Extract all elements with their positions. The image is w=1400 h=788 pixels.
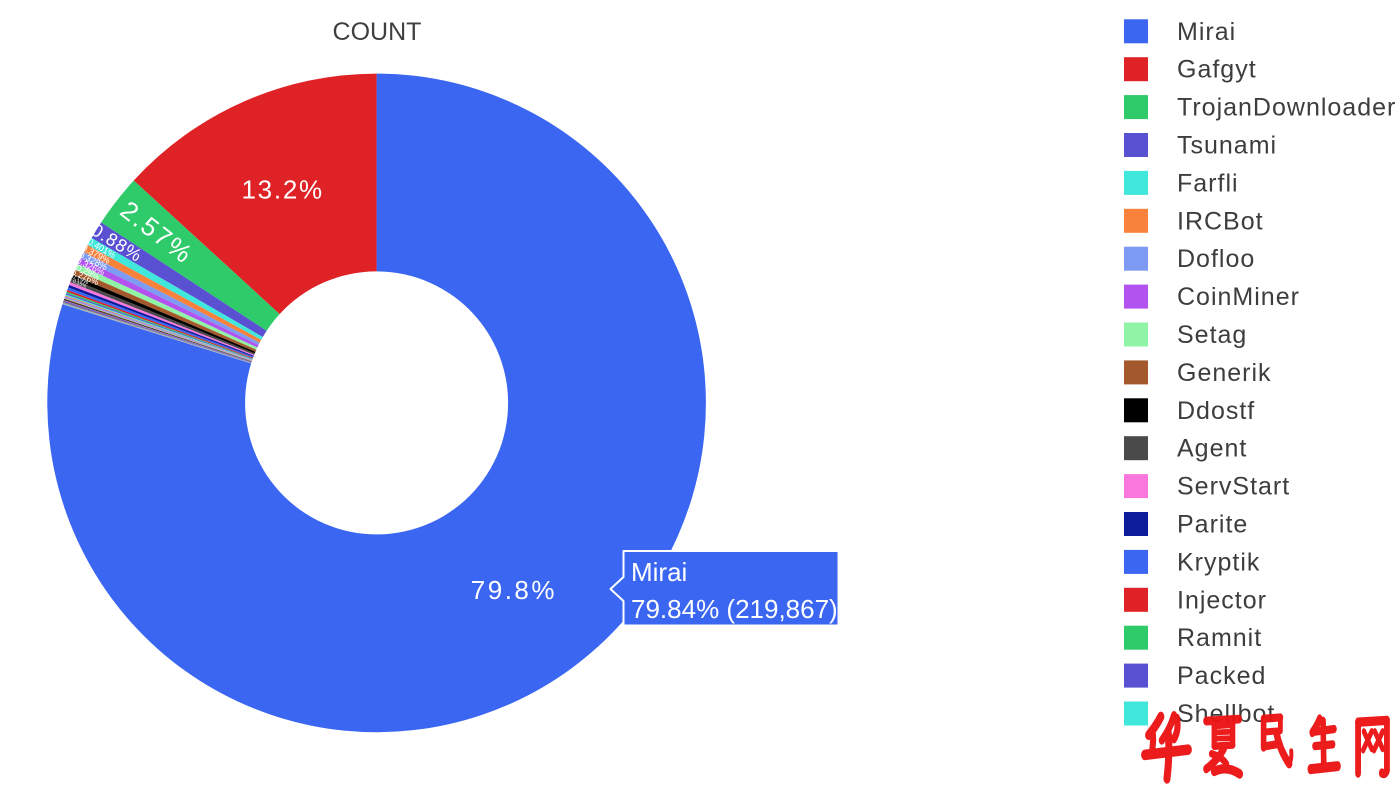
svg-text:ServStart: ServStart [1177,473,1290,501]
svg-text:13.2%: 13.2% [241,175,323,205]
svg-text:Ramnit: Ramnit [1177,624,1262,652]
svg-text:Mirai: Mirai [1177,18,1236,46]
svg-text:Dofloo: Dofloo [1177,245,1255,273]
svg-text:Farfli: Farfli [1177,169,1239,197]
svg-text:Generik: Generik [1177,359,1272,387]
svg-text:0.15%: 0.15% [72,279,88,290]
svg-text:CoinMiner: CoinMiner [1177,283,1300,311]
svg-text:Injector: Injector [1177,586,1267,614]
svg-text:79.84% (219,867): 79.84% (219,867) [631,594,838,624]
svg-text:Agent: Agent [1177,435,1247,463]
svg-text:Setag: Setag [1177,321,1247,349]
svg-text:Parite: Parite [1177,511,1248,539]
svg-text:Ddostf: Ddostf [1177,397,1255,425]
svg-text:Gafgyt: Gafgyt [1177,56,1257,84]
svg-text:IRCBot: IRCBot [1177,207,1264,235]
svg-text:Packed: Packed [1177,662,1266,690]
svg-text:TrojanDownloader: TrojanDownloader [1177,94,1396,122]
svg-text:Kryptik: Kryptik [1177,548,1260,576]
svg-text:Tsunami: Tsunami [1177,132,1277,160]
svg-text:Mirai: Mirai [631,557,687,587]
svg-text:79.8%: 79.8% [471,575,557,605]
svg-text:COUNT: COUNT [333,18,422,46]
